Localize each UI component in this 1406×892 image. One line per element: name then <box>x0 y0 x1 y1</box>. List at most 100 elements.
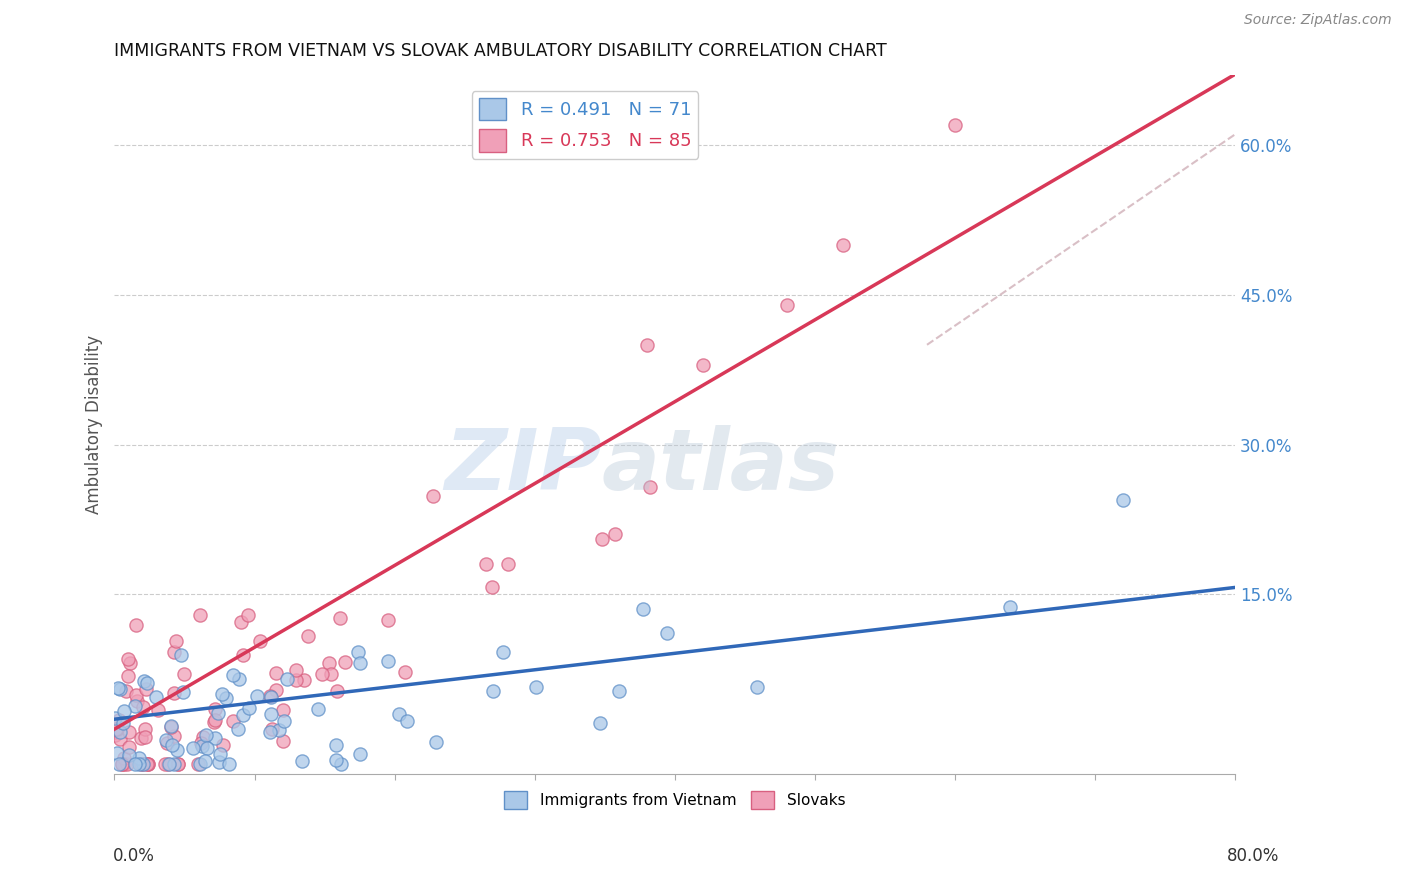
Point <box>318 657 340 671</box>
Point <box>136 757 159 772</box>
Point <box>114 684 136 698</box>
Point <box>134 730 156 744</box>
Point <box>333 655 356 669</box>
Point <box>110 725 132 739</box>
Point <box>190 757 212 772</box>
Point <box>204 713 226 727</box>
Text: 0.0%: 0.0% <box>112 847 155 865</box>
Point <box>173 667 195 681</box>
Point <box>156 736 179 750</box>
Point <box>329 757 352 772</box>
Point <box>1112 492 1135 507</box>
Point <box>264 682 287 697</box>
Point <box>377 614 399 628</box>
Point <box>226 722 249 736</box>
Point <box>111 716 134 731</box>
Point <box>110 757 132 772</box>
Point <box>105 722 128 736</box>
Point <box>136 757 159 772</box>
Point <box>290 754 312 768</box>
Point <box>157 757 180 772</box>
Point <box>132 700 155 714</box>
Point <box>128 757 150 772</box>
Point <box>297 629 319 643</box>
Point <box>943 118 966 132</box>
Point <box>481 580 503 594</box>
Point <box>259 689 281 703</box>
Point <box>271 734 294 748</box>
Point <box>191 739 214 753</box>
Point <box>156 757 179 772</box>
Y-axis label: Ambulatory Disability: Ambulatory Disability <box>86 335 103 514</box>
Point <box>260 690 283 704</box>
Point <box>394 665 416 679</box>
Point <box>160 738 183 752</box>
Point <box>346 645 368 659</box>
Point <box>146 703 169 717</box>
Point <box>260 706 283 721</box>
Point <box>218 757 240 772</box>
Point <box>492 645 515 659</box>
Point <box>163 729 186 743</box>
Point <box>128 751 150 765</box>
Point <box>167 757 190 772</box>
Point <box>181 741 204 756</box>
Point <box>215 690 238 705</box>
Point <box>108 757 131 772</box>
Point <box>325 739 347 753</box>
Point <box>131 757 153 772</box>
Point <box>208 755 231 769</box>
Point <box>107 713 129 727</box>
Point <box>112 704 135 718</box>
Point <box>191 730 214 744</box>
Point <box>307 702 329 716</box>
Point <box>238 701 260 715</box>
Point <box>136 757 159 772</box>
Point <box>259 725 281 739</box>
Point <box>260 722 283 736</box>
Point <box>526 680 548 694</box>
Point <box>474 557 496 571</box>
Point <box>134 723 156 737</box>
Point <box>496 558 519 572</box>
Point <box>107 681 129 695</box>
Point <box>631 602 654 616</box>
Point <box>591 533 613 547</box>
Point <box>160 720 183 734</box>
Point <box>482 684 505 698</box>
Point <box>124 757 146 772</box>
Point <box>163 645 186 659</box>
Point <box>222 668 245 682</box>
Point <box>129 757 152 772</box>
Point <box>326 683 349 698</box>
Point <box>273 714 295 728</box>
Point <box>285 673 308 688</box>
Point <box>166 743 188 757</box>
Point <box>110 731 132 746</box>
Point <box>195 741 218 756</box>
Point <box>135 681 157 696</box>
Point <box>163 686 186 700</box>
Point <box>692 358 714 372</box>
Point <box>165 634 187 648</box>
Point <box>607 684 630 698</box>
Point <box>104 728 127 742</box>
Point <box>228 672 250 686</box>
Point <box>105 746 128 760</box>
Point <box>118 657 141 671</box>
Point <box>115 757 138 772</box>
Text: IMMIGRANTS FROM VIETNAM VS SLOVAK AMBULATORY DISABILITY CORRELATION CHART: IMMIGRANTS FROM VIETNAM VS SLOVAK AMBULA… <box>114 42 887 60</box>
Point <box>276 672 298 686</box>
Point <box>194 754 217 768</box>
Point <box>264 666 287 681</box>
Point <box>655 626 678 640</box>
Point <box>236 607 259 622</box>
Point <box>998 599 1021 614</box>
Point <box>211 687 233 701</box>
Point <box>155 733 177 747</box>
Point <box>132 674 155 689</box>
Point <box>190 736 212 750</box>
Point <box>232 707 254 722</box>
Text: ZIP: ZIP <box>444 425 602 508</box>
Point <box>832 238 855 252</box>
